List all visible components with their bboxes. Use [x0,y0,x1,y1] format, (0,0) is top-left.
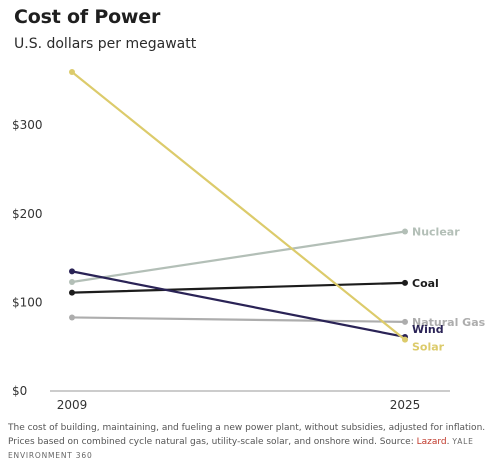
footnote-text: The cost of building, maintaining, and f… [8,423,486,447]
data-point-solar [69,69,75,75]
source-link[interactable]: Lazard [416,437,447,447]
series-lines [69,69,408,343]
data-point-nuclear [402,228,408,235]
data-point-nuclear [69,279,75,286]
x-tick-label: 2009 [57,398,88,412]
series-line-nuclear [70,230,407,284]
series-label-nuclear: Nuclear [412,226,460,239]
data-point-natural-gas [402,318,408,325]
series-label-natural-gas: Natural Gas [412,316,486,329]
series-label-coal: Coal [412,277,439,290]
y-tick-label: $300 [12,118,43,132]
series-line-coal [70,281,407,294]
data-point-coal [69,289,75,296]
data-point-wind [69,268,75,275]
y-tick-label: $100 [12,295,43,309]
footnote-period: . [446,437,453,447]
footnote: The cost of building, maintaining, and f… [8,421,492,463]
series-label-wind: Wind [412,323,444,336]
chart-subtitle: U.S. dollars per megawatt [14,36,197,52]
y-tick-label: $0 [12,384,27,398]
x-tick-label: 2025 [390,398,421,412]
y-axis: $0 $100 $200 $300 [12,118,43,398]
y-tick-label: $200 [12,207,43,221]
data-point-coal [402,279,408,286]
brand-label: YALE ENVIRONMENT 360 [8,437,474,460]
chart-title: Cost of Power [14,6,161,28]
series-line-natural-gas [70,316,407,323]
line-chart: $0 $100 $200 $300 2009 2025 Nuclear Coal Natur… [12,69,486,412]
series-label-solar: Solar [412,341,445,354]
data-point-natural-gas [69,314,75,321]
series-line-wind [70,270,407,339]
series-line-solar [70,70,407,341]
data-point-solar [402,336,408,343]
x-axis: 2009 2025 [50,390,450,412]
